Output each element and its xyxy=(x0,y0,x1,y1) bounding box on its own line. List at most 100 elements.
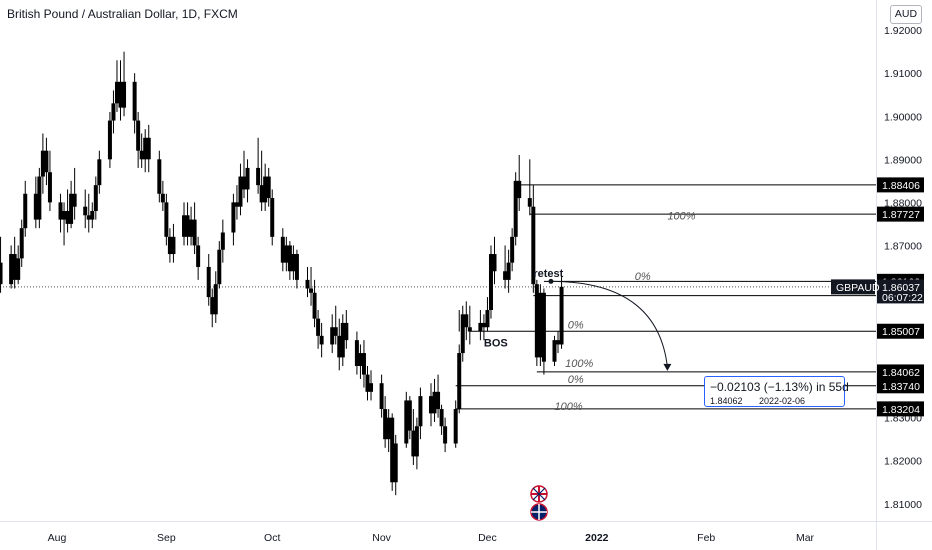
fib-level-label: 0% xyxy=(568,320,584,332)
candle-body xyxy=(220,232,225,250)
candle xyxy=(294,249,299,289)
chart-title: British Pound / Australian Dollar, 1D, F… xyxy=(7,7,238,21)
price-tick-label: 1.88000 xyxy=(884,197,922,209)
candle xyxy=(534,279,539,366)
candle xyxy=(9,245,14,289)
candle-body xyxy=(379,383,384,410)
fib-level-label: 100% xyxy=(565,358,593,370)
candle xyxy=(556,331,561,354)
gb-flag-diagonal xyxy=(532,487,546,501)
candle-body xyxy=(534,284,539,358)
candle xyxy=(19,219,24,267)
candle xyxy=(414,417,419,470)
candle-body xyxy=(259,185,264,203)
symbol-label: GBPAUD xyxy=(836,282,880,294)
candle xyxy=(541,288,546,375)
candle-body xyxy=(164,202,169,237)
candle-body xyxy=(460,314,465,354)
candle xyxy=(436,374,441,418)
candle-body xyxy=(312,292,317,319)
candle xyxy=(369,370,374,401)
candle-body xyxy=(65,210,70,224)
candle xyxy=(167,228,172,263)
candle-body xyxy=(503,271,508,280)
candle-body xyxy=(337,335,342,358)
candle xyxy=(33,176,38,229)
bar-countdown: 06:07:22 xyxy=(882,292,923,304)
candle xyxy=(312,279,317,328)
candle xyxy=(263,163,268,211)
candle-body xyxy=(69,193,74,224)
candle xyxy=(231,193,236,246)
candle xyxy=(488,245,493,319)
candle-body xyxy=(16,258,21,280)
candle xyxy=(171,223,176,263)
candle-body xyxy=(234,202,239,207)
candle-body xyxy=(411,430,416,457)
candle xyxy=(164,193,169,246)
candle-body xyxy=(245,167,250,190)
currency-button[interactable]: AUD xyxy=(890,5,922,24)
candle xyxy=(407,396,412,440)
candle xyxy=(340,314,345,366)
candle xyxy=(386,409,391,453)
candle-body xyxy=(107,120,112,160)
candle-body xyxy=(192,219,197,246)
candle-body xyxy=(436,391,441,410)
currency-flags xyxy=(530,485,548,521)
candle xyxy=(40,133,45,194)
time-tick-label: Feb xyxy=(697,532,715,544)
candle xyxy=(513,172,518,246)
price-tick-label: 1.90000 xyxy=(884,111,922,123)
candle-body xyxy=(185,215,190,237)
candle-body xyxy=(453,409,458,444)
annotation-bos: BOS xyxy=(484,338,508,350)
candle-body xyxy=(390,417,395,483)
price-level-badge xyxy=(877,323,924,339)
candle-body xyxy=(9,254,14,285)
candle xyxy=(245,159,250,203)
candle xyxy=(210,288,215,328)
candle xyxy=(538,284,543,366)
candle xyxy=(206,254,211,306)
candle-body xyxy=(506,262,511,280)
candle-body xyxy=(552,340,557,362)
candle xyxy=(72,167,77,220)
candle-body xyxy=(242,176,246,190)
candle xyxy=(143,129,148,173)
candle-body xyxy=(114,81,119,104)
candle xyxy=(196,236,201,280)
candle-body xyxy=(556,340,561,345)
candle-body xyxy=(510,236,515,263)
candle xyxy=(287,241,292,280)
candle xyxy=(354,331,359,375)
candle-body xyxy=(256,167,261,186)
candle xyxy=(506,249,511,293)
price-level-value: 1.83204 xyxy=(882,404,920,416)
candle-body xyxy=(291,254,296,272)
candle-body xyxy=(182,215,187,237)
candle-body xyxy=(47,172,52,203)
candle xyxy=(379,374,384,418)
time-tick-label: Dec xyxy=(478,532,497,544)
candle xyxy=(291,245,296,280)
candle xyxy=(146,124,151,173)
candle-body xyxy=(189,219,194,237)
candle-body xyxy=(217,249,222,285)
candle-body xyxy=(309,288,314,293)
candle xyxy=(358,344,363,379)
candle-body xyxy=(72,193,77,207)
candle xyxy=(439,404,444,435)
candle xyxy=(460,305,465,362)
candle xyxy=(517,155,522,211)
candle-body xyxy=(481,322,486,328)
candle-body xyxy=(40,150,45,177)
price-level-badge xyxy=(877,378,924,394)
candle-body xyxy=(90,210,95,220)
candle-body xyxy=(492,254,497,272)
candle xyxy=(12,236,17,289)
measure-date: 2022-02-06 xyxy=(759,396,806,406)
candle-body xyxy=(132,81,137,121)
price-tick-label: 1.81000 xyxy=(884,499,922,511)
